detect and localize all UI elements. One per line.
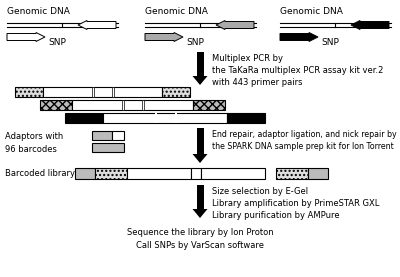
Bar [193, 100, 225, 110]
Text: Adaptors with
96 barcodes: Adaptors with 96 barcodes [5, 132, 63, 153]
FancyArrow shape [145, 32, 183, 42]
Polygon shape [192, 209, 208, 218]
Text: Genomic DNA: Genomic DNA [145, 7, 208, 16]
Bar [196, 128, 204, 154]
Bar [92, 131, 112, 140]
Text: Sequence the library by Ion Proton
Call SNPs by VarScan software: Sequence the library by Ion Proton Call … [127, 228, 273, 250]
Bar [196, 52, 204, 76]
Bar [40, 100, 72, 110]
Bar [127, 168, 191, 179]
FancyArrow shape [216, 20, 254, 29]
Bar [155, 113, 157, 123]
Bar [227, 113, 265, 123]
Bar [112, 87, 114, 97]
Text: SNP: SNP [321, 38, 339, 47]
Bar [276, 168, 308, 179]
Polygon shape [192, 76, 208, 85]
FancyArrow shape [280, 32, 318, 42]
Text: Size selection by E-Gel
Library amplification by PrimeSTAR GXL
Library purificat: Size selection by E-Gel Library amplific… [212, 187, 379, 220]
Text: Barcoded library: Barcoded library [5, 170, 75, 178]
Bar [308, 168, 328, 179]
FancyArrow shape [7, 32, 45, 42]
Text: Genomic DNA: Genomic DNA [7, 7, 70, 16]
Bar [75, 168, 95, 179]
FancyArrow shape [78, 20, 116, 29]
Bar [191, 168, 201, 179]
Bar [65, 113, 103, 123]
Bar [122, 100, 124, 110]
Bar [112, 131, 124, 140]
Text: Multiplex PCR by
the TaKaRa multiplex PCR assay kit ver.2
with 443 primer pairs: Multiplex PCR by the TaKaRa multiplex PC… [212, 54, 383, 87]
Bar [201, 168, 265, 179]
Bar [175, 113, 177, 123]
Polygon shape [192, 154, 208, 163]
Bar [15, 87, 43, 97]
Bar [95, 168, 127, 179]
Text: SNP: SNP [186, 38, 204, 47]
Bar [92, 87, 94, 97]
Text: SNP: SNP [48, 38, 66, 47]
Bar [103, 113, 227, 123]
Bar [142, 100, 144, 110]
Bar [92, 143, 124, 152]
Bar [162, 87, 190, 97]
Bar [72, 100, 193, 110]
Text: End repair, adaptor ligation, and nick repair by
the SPARK DNA sample prep kit f: End repair, adaptor ligation, and nick r… [212, 130, 397, 151]
Bar [196, 185, 204, 209]
Text: Genomic DNA: Genomic DNA [280, 7, 343, 16]
FancyArrow shape [351, 20, 389, 29]
Bar [43, 87, 162, 97]
